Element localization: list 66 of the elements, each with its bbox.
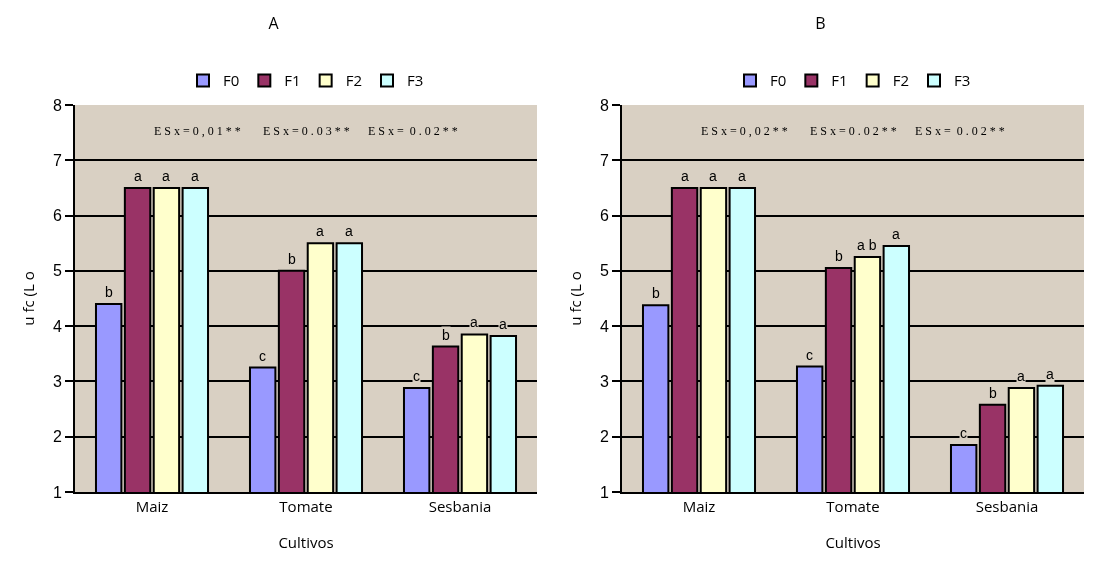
- x-tick-label: Tomate: [279, 496, 333, 516]
- data-label: a: [709, 168, 717, 184]
- y-tick-label: 8: [52, 96, 62, 114]
- legend-label: F0: [223, 70, 240, 91]
- y-tick-label: 8: [599, 96, 609, 114]
- data-label: c: [960, 425, 967, 441]
- y-axis-title: u fc (L o: [565, 271, 585, 326]
- x-tick-label: Sesbania: [428, 496, 492, 516]
- data-label: b: [288, 251, 296, 267]
- data-label: c: [413, 368, 420, 384]
- data-label: a: [738, 168, 746, 184]
- y-tick-label: 4: [52, 317, 62, 335]
- y-tick-label: 4: [599, 317, 609, 335]
- data-label: c: [259, 348, 266, 364]
- x-axis-title: Cultivos: [825, 532, 881, 552]
- annotation: E S x = 0 . 0 2 * *: [368, 124, 458, 138]
- chart-title: B: [815, 11, 826, 34]
- legend-label: F3: [406, 70, 424, 91]
- data-label: a: [499, 316, 507, 332]
- data-label: a: [345, 223, 353, 239]
- data-label: b: [835, 248, 843, 264]
- y-tick-label: 1: [599, 483, 609, 501]
- data-label: b: [442, 327, 450, 343]
- legend-label: F0: [770, 70, 787, 91]
- y-axis-title: u fc (L o: [18, 271, 38, 326]
- y-tick-label: 1: [52, 483, 62, 501]
- data-label: a: [1046, 366, 1054, 382]
- data-label: a: [892, 226, 900, 242]
- y-tick-label: 5: [52, 262, 62, 280]
- annotation: E S x = 0 . 0 2 * *: [915, 124, 1005, 138]
- y-tick-label: 6: [52, 207, 62, 225]
- y-tick-label: 6: [599, 207, 609, 225]
- data-label: a: [470, 314, 478, 330]
- data-label: c: [806, 347, 813, 363]
- x-tick-label: Maiz: [135, 496, 169, 516]
- data-label: a: [681, 168, 689, 184]
- x-tick-label: Tomate: [826, 496, 880, 516]
- x-tick-label: Sesbania: [975, 496, 1039, 516]
- data-label: a: [134, 168, 142, 184]
- data-label: b: [989, 385, 997, 401]
- y-tick-label: 2: [52, 428, 62, 446]
- y-tick-label: 3: [52, 373, 62, 391]
- data-label: a: [316, 223, 324, 239]
- y-tick-label: 3: [599, 373, 609, 391]
- legend-label: F2: [892, 70, 909, 91]
- annotation: E S x = 0 . 0 2 * *: [810, 124, 897, 138]
- data-label: a: [162, 168, 170, 184]
- legend-label: F1: [284, 70, 301, 91]
- annotation: E S x = 0 , 0 1 * *: [154, 124, 241, 138]
- legend-label: F3: [953, 70, 971, 91]
- data-label: b: [652, 285, 660, 301]
- data-label: b: [105, 284, 113, 300]
- annotation: E S x = 0 , 0 2 * *: [701, 124, 788, 138]
- legend-label: F2: [345, 70, 362, 91]
- legend-label: F1: [831, 70, 848, 91]
- data-label: a b: [857, 237, 877, 253]
- x-axis-title: Cultivos: [278, 532, 334, 552]
- y-tick-label: 7: [599, 151, 609, 169]
- chart-title: A: [268, 11, 280, 34]
- data-label: a: [1017, 368, 1025, 384]
- annotation: E S x = 0 . 0 3 * *: [263, 124, 350, 138]
- x-tick-label: Maiz: [682, 496, 716, 516]
- data-label: a: [191, 168, 199, 184]
- y-tick-label: 7: [52, 151, 62, 169]
- y-tick-label: 2: [599, 428, 609, 446]
- y-tick-label: 5: [599, 262, 609, 280]
